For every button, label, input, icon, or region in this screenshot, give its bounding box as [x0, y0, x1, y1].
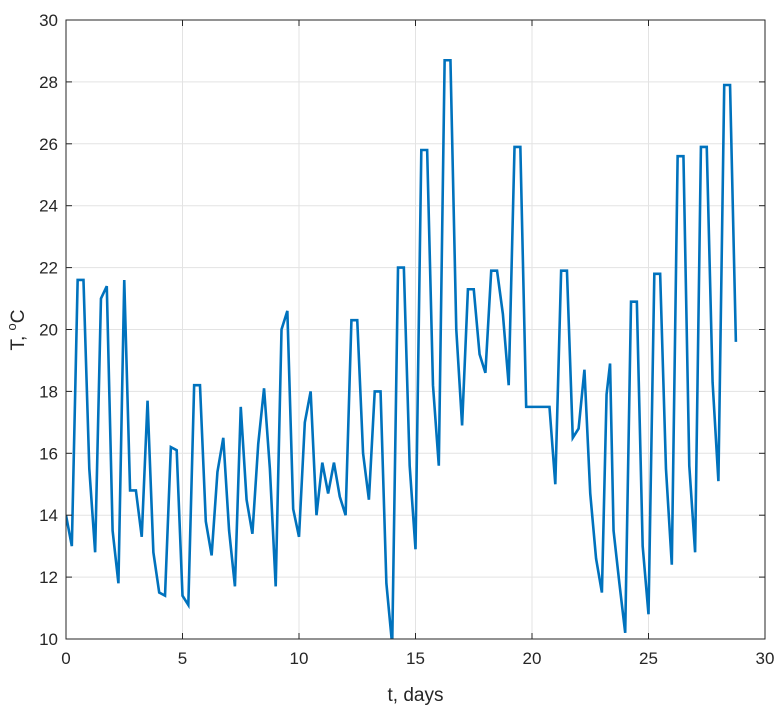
y-tick-label: 10 — [39, 630, 58, 649]
y-axis-ticks: 10 12 14 16 18 20 22 24 26 28 30 — [39, 11, 765, 649]
y-tick-label: 28 — [39, 73, 58, 92]
y-tick-label: 12 — [39, 568, 58, 587]
y-axis-label: T, oC — [4, 309, 29, 350]
x-axis-label: t, days — [388, 685, 444, 706]
x-tick-label: 15 — [406, 649, 425, 668]
y-axis-label-main: T, — [8, 330, 29, 350]
x-tick-label: 10 — [290, 649, 309, 668]
y-axis-label-unit: C — [8, 309, 29, 323]
x-tick-label: 30 — [756, 649, 775, 668]
x-tick-label: 25 — [639, 649, 658, 668]
temperature-series-line — [66, 58, 738, 639]
y-tick-label: 16 — [39, 444, 58, 463]
series-layer — [66, 58, 738, 639]
y-tick-label: 26 — [39, 135, 58, 154]
y-tick-label: 18 — [39, 382, 58, 401]
y-tick-label: 24 — [39, 197, 58, 216]
y-tick-label: 20 — [39, 321, 58, 340]
x-tick-label: 5 — [178, 649, 187, 668]
x-tick-label: 0 — [61, 649, 70, 668]
y-tick-label: 14 — [39, 506, 58, 525]
y-tick-label: 30 — [39, 11, 58, 30]
x-tick-label: 20 — [523, 649, 542, 668]
y-axis-label-superscript: o — [4, 323, 19, 330]
x-axis-ticks: 0 5 10 15 20 25 30 — [61, 20, 774, 668]
y-tick-label: 22 — [39, 259, 58, 278]
